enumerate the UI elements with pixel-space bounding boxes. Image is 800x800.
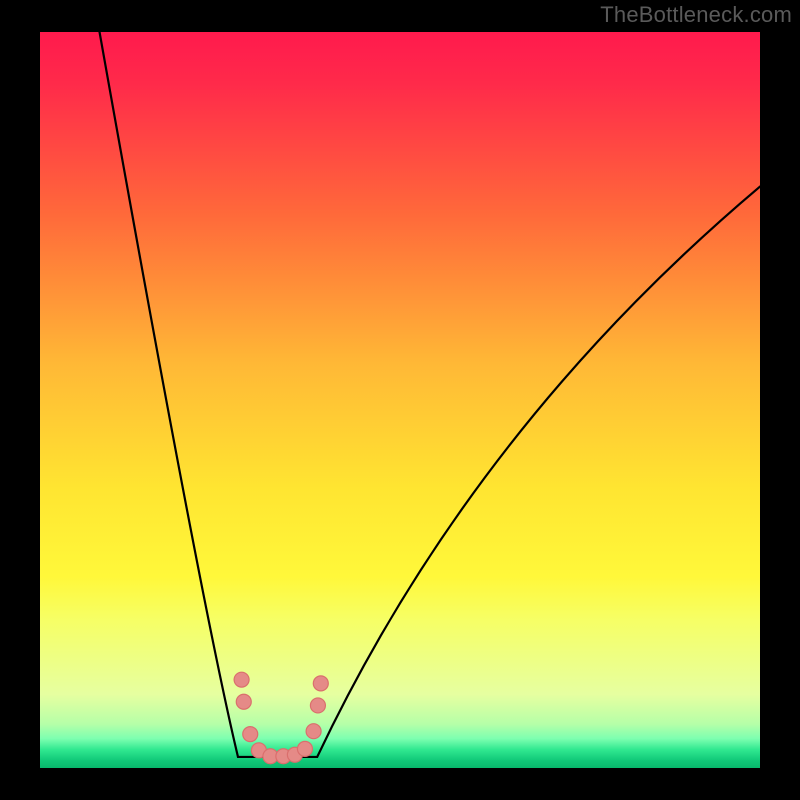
marker-dot <box>297 741 312 756</box>
marker-dot <box>310 698 325 713</box>
marker-dot <box>234 672 249 687</box>
marker-dot <box>243 727 258 742</box>
gradient-background <box>40 32 760 768</box>
chart-root: TheBottleneck.com <box>0 0 800 800</box>
chart-svg <box>0 0 800 800</box>
marker-dot <box>313 676 328 691</box>
marker-dot <box>306 724 321 739</box>
marker-dot <box>236 694 251 709</box>
